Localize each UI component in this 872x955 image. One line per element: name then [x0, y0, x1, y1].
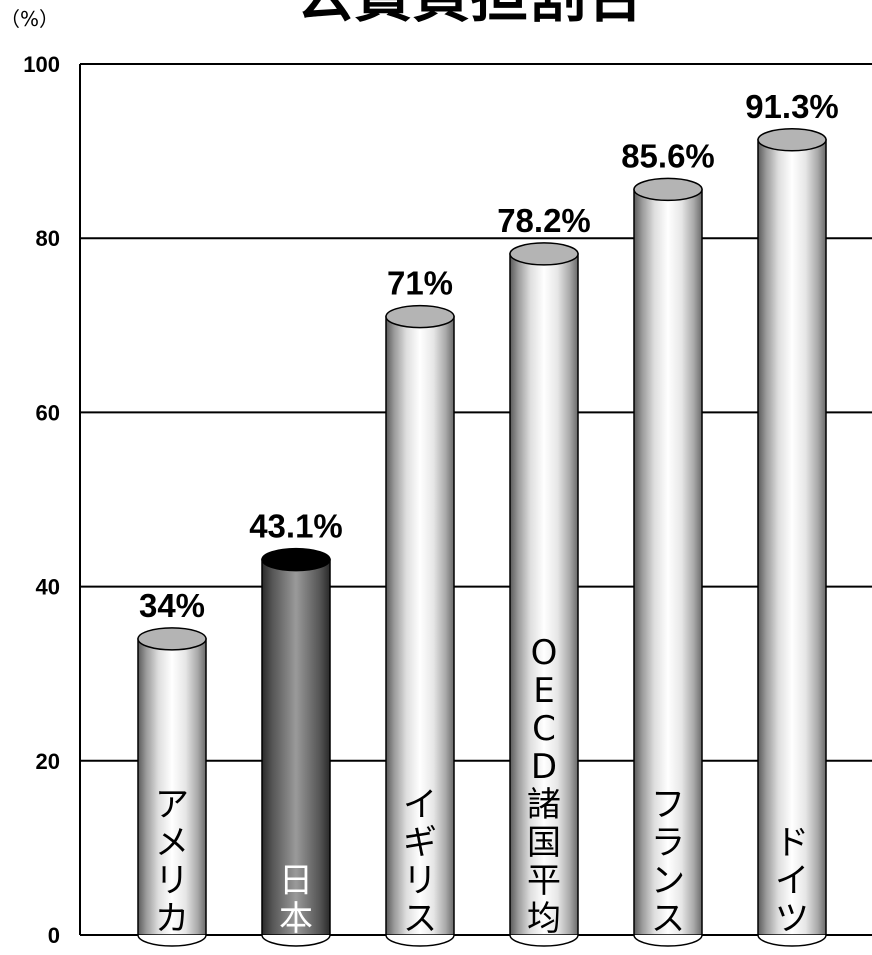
- bar: [509, 242, 579, 947]
- category-label: 日本: [279, 861, 313, 939]
- category-label: アメリカ: [155, 785, 189, 939]
- bar-base: [757, 934, 827, 947]
- data-label: 78.2%: [497, 202, 591, 239]
- bar-body: [261, 558, 331, 936]
- y-axis-unit: （%）: [0, 7, 59, 31]
- y-tick-label: 40: [36, 575, 60, 600]
- bar-body: [385, 315, 455, 936]
- bar-base: [385, 934, 455, 947]
- bar-base: [261, 934, 331, 947]
- y-tick-label: 100: [23, 52, 60, 77]
- bar-cap: [757, 128, 827, 152]
- bar-cap: [509, 242, 579, 266]
- bar: [633, 177, 703, 947]
- y-tick-label: 60: [36, 400, 60, 425]
- bar-body: [757, 139, 827, 936]
- bar: [261, 547, 331, 947]
- data-label: 71%: [387, 265, 453, 302]
- bar-base: [137, 934, 207, 947]
- y-tick-label: 0: [48, 923, 60, 948]
- bar: [757, 128, 827, 947]
- data-label: 85.6%: [621, 137, 715, 174]
- category-label: フランス: [651, 785, 685, 939]
- y-tick-label: 20: [36, 749, 60, 774]
- category-labels: アメリカ 日本 イギリス O E C D 諸国平均 フランス ドイツ: [155, 633, 809, 939]
- data-label: 34%: [139, 587, 205, 624]
- bar: [385, 304, 455, 947]
- y-tick-label: 80: [36, 226, 60, 251]
- data-label: 43.1%: [249, 508, 343, 545]
- bar: [137, 627, 207, 947]
- bar-body: [633, 188, 703, 936]
- bar-cap: [261, 547, 331, 572]
- category-label: ドイツ: [775, 823, 809, 939]
- bars: [137, 128, 827, 947]
- data-labels: 34% 43.1% 71% 78.2% 85.6% 91.3%: [139, 88, 839, 624]
- bar-cap: [633, 177, 703, 202]
- bar-base: [633, 934, 703, 947]
- data-label: 91.3%: [745, 88, 839, 125]
- bar-cap: [137, 627, 207, 651]
- bar-base: [509, 934, 579, 947]
- gridlines: [79, 63, 872, 936]
- chart-title: 公費負担割合: [296, 0, 644, 30]
- bar-cap: [385, 304, 455, 329]
- y-tick-labels: 0 20 40 60 80 100: [23, 52, 60, 948]
- category-label: O E C D 諸国平均: [527, 633, 561, 939]
- category-label: イギリス: [403, 785, 437, 939]
